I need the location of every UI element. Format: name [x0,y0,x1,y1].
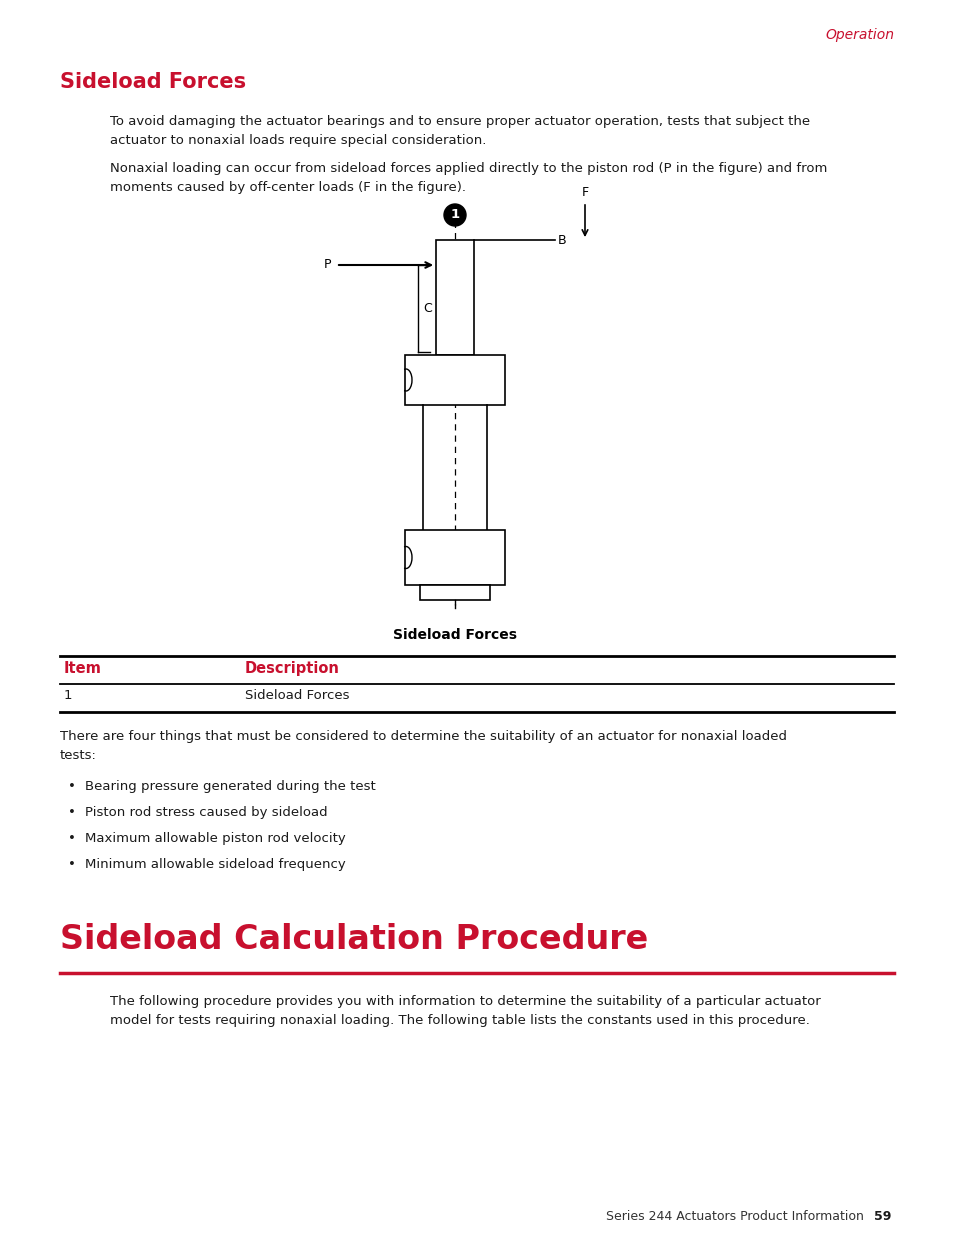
Text: •: • [68,806,76,819]
Text: Sideload Forces: Sideload Forces [393,629,517,642]
Text: Maximum allowable piston rod velocity: Maximum allowable piston rod velocity [85,832,345,845]
Text: Bearing pressure generated during the test: Bearing pressure generated during the te… [85,781,375,793]
Text: •: • [68,858,76,871]
Text: P: P [323,258,331,272]
Bar [436,240,474,354]
Text: Sideload Calculation Procedure: Sideload Calculation Procedure [60,923,648,956]
Text: •: • [68,781,76,793]
Bar [405,530,504,585]
Text: B: B [558,233,566,247]
Text: The following procedure provides you with information to determine the suitabili: The following procedure provides you wit… [110,995,820,1028]
Text: C: C [422,303,432,315]
Text: Description: Description [245,661,339,676]
Text: There are four things that must be considered to determine the suitability of an: There are four things that must be consi… [60,730,786,762]
Bar [419,585,490,600]
Bar [405,354,504,405]
Text: Series 244 Actuators Product Information: Series 244 Actuators Product Information [605,1210,871,1223]
Text: Sideload Forces: Sideload Forces [60,72,246,91]
Text: 1: 1 [450,209,459,221]
Text: •: • [68,832,76,845]
Text: Minimum allowable sideload frequency: Minimum allowable sideload frequency [85,858,345,871]
Text: Operation: Operation [824,28,893,42]
Text: Sideload Forces: Sideload Forces [245,689,349,701]
Text: 59: 59 [873,1210,890,1223]
Circle shape [443,204,465,226]
Text: Piston rod stress caused by sideload: Piston rod stress caused by sideload [85,806,327,819]
Text: 1: 1 [64,689,72,701]
Text: To avoid damaging the actuator bearings and to ensure proper actuator operation,: To avoid damaging the actuator bearings … [110,115,809,147]
Text: Nonaxial loading can occur from sideload forces applied directly to the piston r: Nonaxial loading can occur from sideload… [110,162,826,194]
Text: Item: Item [64,661,102,676]
Text: F: F [580,186,588,199]
